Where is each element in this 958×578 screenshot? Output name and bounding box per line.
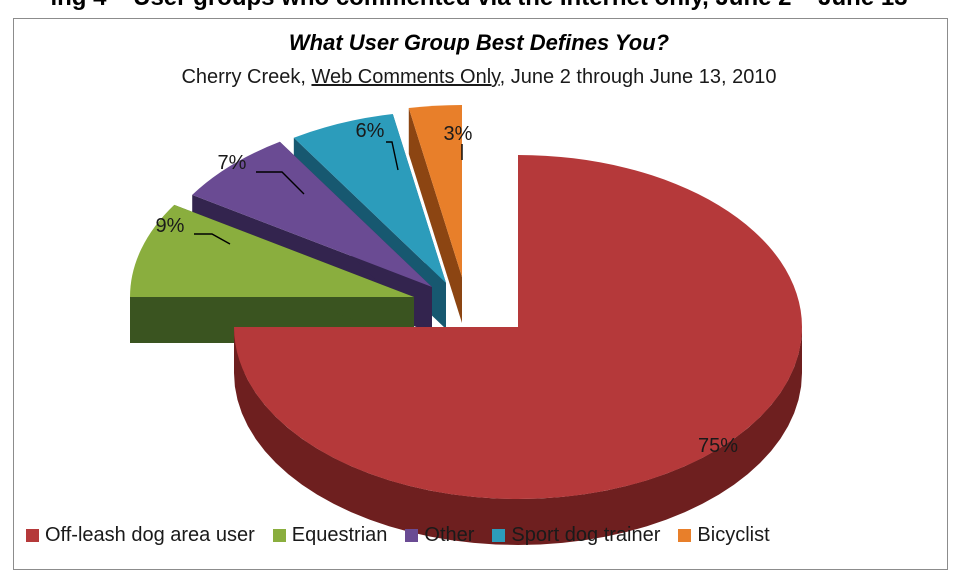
legend-swatch-other — [405, 529, 419, 542]
legend-swatch-bicyclist — [678, 529, 692, 542]
subtitle-prefix: Cherry Creek, — [181, 66, 312, 88]
legend: Off-leash dog area user Equestrian Other… — [26, 524, 946, 547]
data-label-equestrian: 9% — [156, 215, 185, 237]
data-label-off-leash: 75% — [698, 435, 738, 457]
pie-slice-bicyclist — [408, 105, 462, 323]
data-label-other: 7% — [218, 152, 247, 174]
legend-item-equestrian: Equestrian — [272, 524, 388, 547]
legend-swatch-sport-dog-trainer — [492, 529, 506, 542]
subtitle-suffix: , June 2 through June 13, 2010 — [499, 66, 777, 88]
legend-label-sport-dog-trainer: Sport dog trainer — [511, 524, 661, 546]
pie-slice-equestrian — [130, 204, 414, 343]
chart-subtitle: Cherry Creek, Web Comments Only, June 2 … — [0, 66, 958, 89]
pie-slice-off-leash — [234, 155, 802, 545]
leader-line-sport-dog-trainer — [386, 141, 399, 171]
legend-label-other: Other — [424, 524, 475, 546]
data-label-sport-dog-trainer: 6% — [356, 120, 385, 142]
legend-item-sport-dog-trainer: Sport dog trainer — [492, 524, 660, 547]
legend-item-off-leash: Off-leash dog area user — [26, 524, 255, 547]
subtitle-underlined: Web Comments Only — [311, 66, 500, 88]
leader-line-other — [256, 171, 305, 195]
legend-item-bicyclist: Bicyclist — [678, 524, 770, 547]
leader-line-equestrian — [194, 233, 231, 245]
page-caption: ing 4 – User groups who commented via th… — [0, 0, 958, 12]
chart-title: What User Group Best Defines You? — [288, 30, 670, 55]
legend-swatch-equestrian — [272, 529, 286, 542]
legend-label-bicyclist: Bicyclist — [697, 524, 770, 546]
legend-item-other: Other — [405, 524, 474, 547]
legend-label-equestrian: Equestrian — [291, 524, 388, 546]
data-label-bicyclist: 3% — [444, 123, 473, 145]
legend-swatch-off-leash — [26, 529, 39, 542]
legend-label-off-leash: Off-leash dog area user — [45, 524, 255, 546]
